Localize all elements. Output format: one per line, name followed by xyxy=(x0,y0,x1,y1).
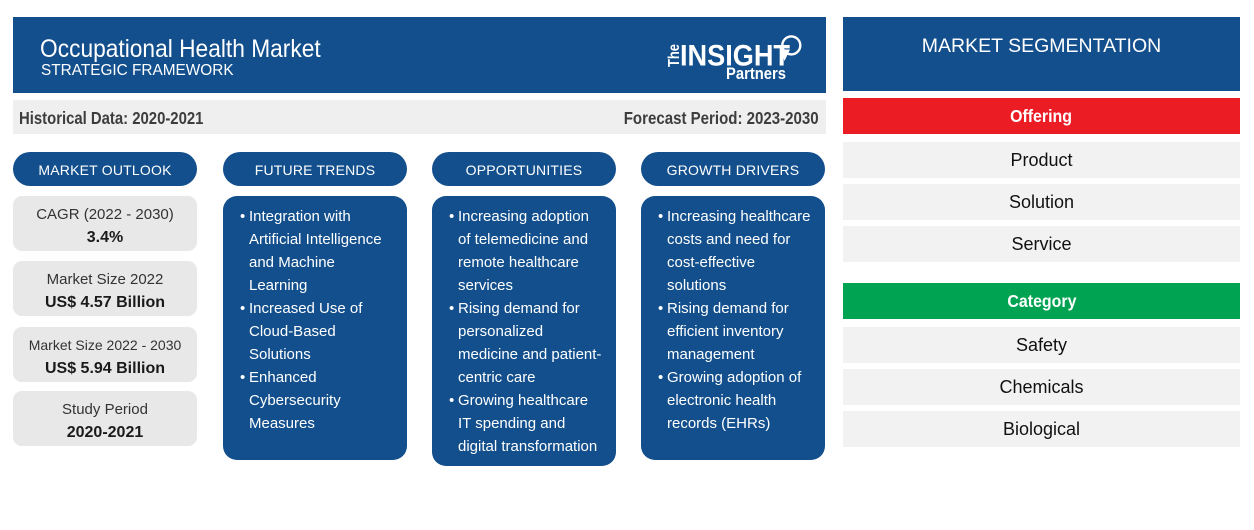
svg-text:INSIGHT: INSIGHT xyxy=(680,40,790,73)
svg-text:Partners: Partners xyxy=(726,65,786,83)
svg-text:The: The xyxy=(666,44,683,67)
